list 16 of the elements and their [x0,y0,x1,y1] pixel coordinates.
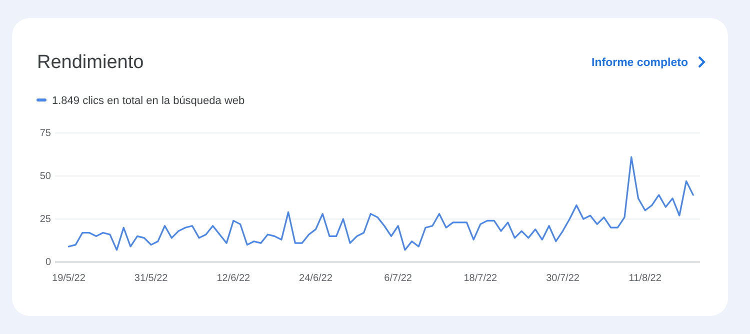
y-tick-label: 75 [40,128,52,140]
y-tick-label: 50 [40,171,52,182]
x-tick-label: 31/5/22 [134,273,168,284]
y-tick-label: 25 [40,214,52,226]
line-series [68,156,694,251]
x-tick-label: 18/7/22 [464,273,498,284]
x-tick-label: 24/6/22 [299,273,333,284]
x-tick-label: 19/5/22 [52,273,86,284]
x-tick-label: 11/8/22 [628,273,662,284]
legend-label: 1.849 clics en total en la búsqueda web [52,95,245,107]
y-tick-label: 0 [45,257,52,268]
chart-title: Rendimiento [37,52,144,73]
x-tick-label: 12/6/22 [216,273,251,284]
text: Informe completo [592,57,688,69]
x-tick-label: 6/7/22 [384,273,412,284]
x-tick-label: 30/7/22 [546,273,580,284]
